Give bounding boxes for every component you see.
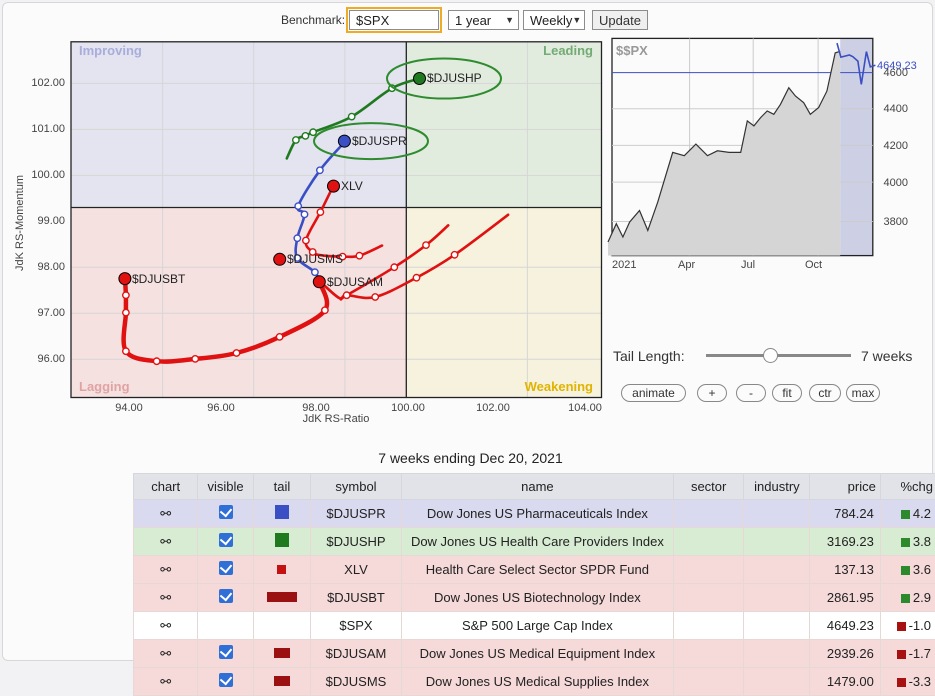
svg-text:4600: 4600 bbox=[884, 67, 908, 79]
svg-text:Apr: Apr bbox=[678, 259, 695, 271]
svg-text:Oct: Oct bbox=[805, 259, 822, 271]
svg-text:4200: 4200 bbox=[884, 140, 908, 152]
svg-text:2021: 2021 bbox=[612, 259, 636, 271]
svg-text:4000: 4000 bbox=[884, 177, 908, 189]
svg-text:4400: 4400 bbox=[884, 103, 908, 115]
svg-text:Jul: Jul bbox=[741, 259, 755, 271]
svg-text:3800: 3800 bbox=[884, 216, 908, 228]
svg-text:$$PX: $$PX bbox=[616, 43, 648, 58]
